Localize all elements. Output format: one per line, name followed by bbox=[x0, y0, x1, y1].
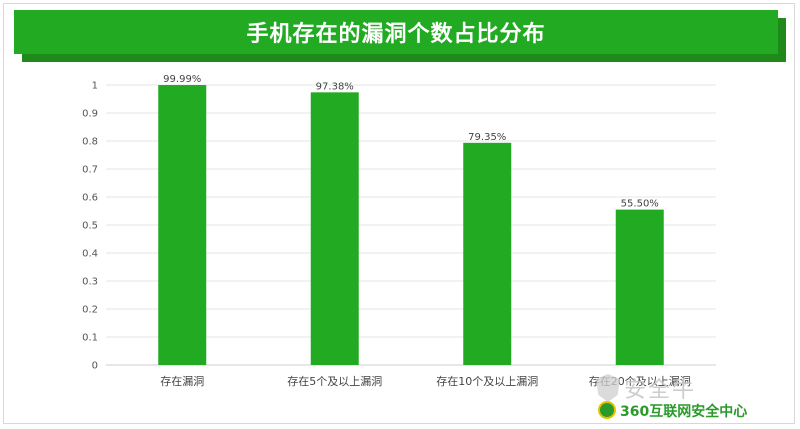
y-tick-label: 0.1 bbox=[82, 333, 98, 344]
chart-frame bbox=[3, 3, 795, 424]
data-label: 79.35% bbox=[468, 132, 506, 143]
bar bbox=[615, 209, 664, 365]
data-label: 99.99% bbox=[163, 74, 201, 85]
y-tick-label: 0.6 bbox=[82, 193, 98, 204]
x-category-label: 存在10个及以上漏洞 bbox=[436, 374, 538, 388]
y-tick-label: 0 bbox=[92, 361, 98, 372]
data-label: 97.38% bbox=[316, 81, 354, 92]
bar bbox=[310, 92, 359, 365]
watermark-title: 安全牛 bbox=[624, 378, 697, 403]
watermark: 安全牛 360互联网安全中心 bbox=[596, 372, 792, 420]
data-label: 55.50% bbox=[621, 199, 659, 210]
logo-icon bbox=[598, 401, 616, 419]
x-category-label: 存在漏洞 bbox=[160, 374, 204, 388]
shield-icon bbox=[596, 374, 620, 402]
y-tick-label: 0.9 bbox=[82, 109, 98, 120]
y-tick-label: 0.8 bbox=[82, 137, 98, 148]
y-tick-label: 0.4 bbox=[82, 249, 98, 260]
watermark-subtitle: 360互联网安全中心 bbox=[620, 404, 748, 420]
chart-title: 手机存在的漏洞个数占比分布 bbox=[14, 10, 778, 54]
y-tick-label: 0.5 bbox=[82, 221, 98, 232]
bar bbox=[158, 85, 207, 365]
x-category-label: 存在5个及以上漏洞 bbox=[287, 374, 382, 388]
y-tick-label: 0.3 bbox=[82, 277, 98, 288]
y-tick-label: 0.2 bbox=[82, 305, 98, 316]
y-tick-label: 1 bbox=[92, 81, 98, 92]
bar bbox=[463, 142, 512, 365]
y-tick-label: 0.7 bbox=[82, 165, 98, 176]
